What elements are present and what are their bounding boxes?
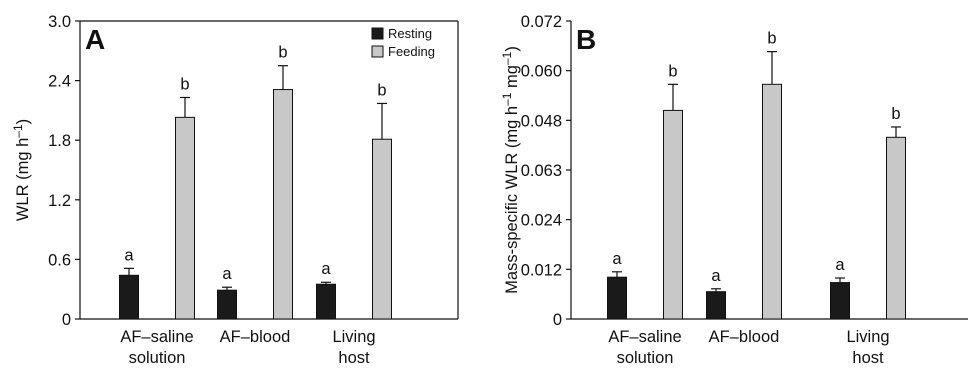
x-tick-label: AF–saline xyxy=(120,328,193,346)
bar-resting xyxy=(706,291,726,320)
significance-letter: a xyxy=(124,246,134,264)
legend-label: Feeding xyxy=(388,44,435,59)
legend-swatch-feeding xyxy=(371,45,384,58)
significance-letter: a xyxy=(835,256,845,274)
y-tick-label: 3.0 xyxy=(48,13,71,31)
bar-resting xyxy=(830,282,850,320)
significance-letter: b xyxy=(377,81,386,99)
x-tick-label: AF–saline xyxy=(608,328,681,346)
bar-feeding xyxy=(175,116,195,320)
x-tick-label: AF–blood xyxy=(709,328,780,346)
y-tick-label: 0.060 xyxy=(521,63,562,81)
y-tick-label: 0.048 xyxy=(521,112,562,130)
bar-feeding xyxy=(663,109,683,320)
y-tick-label: 1.2 xyxy=(48,192,71,210)
significance-letter: a xyxy=(711,267,721,285)
y-tick-label: 0.024 xyxy=(521,212,562,230)
bar-resting xyxy=(607,276,627,320)
y-tick-label: 0.012 xyxy=(521,261,562,279)
legend-label: Resting xyxy=(388,26,432,41)
significance-letter: a xyxy=(222,265,232,283)
panel-b: 0 0.012 0.024 0.063 0.048 0.060 0.072Mass-spec… xyxy=(500,13,968,367)
bar-resting xyxy=(217,289,237,320)
bar-resting xyxy=(316,283,336,320)
significance-letter: b xyxy=(180,75,189,93)
x-tick-label: Living xyxy=(332,328,375,346)
y-tick-label: 1.8 xyxy=(48,132,71,150)
x-tick-label: solution xyxy=(617,349,674,367)
bar-feeding xyxy=(886,136,906,320)
x-tick-label: host xyxy=(338,349,370,367)
y-tick-label: 0 xyxy=(62,311,71,329)
bar-resting xyxy=(119,274,139,320)
bar-feeding xyxy=(762,83,782,320)
x-tick-label: Living xyxy=(846,328,889,346)
significance-letter: a xyxy=(612,250,622,268)
x-tick-label: solution xyxy=(129,349,186,367)
y-tick-label: 2.4 xyxy=(48,73,71,91)
significance-letter: a xyxy=(321,260,331,278)
y-axis-label: WLR (mg h–1) xyxy=(11,119,32,221)
x-tick-label: AF–blood xyxy=(220,328,291,346)
significance-letter: b xyxy=(278,44,287,62)
bar-feeding xyxy=(372,138,392,320)
legend-swatch-resting xyxy=(371,27,384,40)
y-axis-label: Mass-specific WLR (mg h–1 mg–1) xyxy=(500,46,521,294)
y-tick-label: 0.6 xyxy=(48,251,71,269)
significance-letter: b xyxy=(767,30,776,48)
significance-letter: b xyxy=(668,62,677,80)
y-tick-label: 0.063 xyxy=(521,162,562,180)
panel-a: 0 0.6 1.2 1.8 2.4 3.0 WLR (mg h–1) Aa b AF–saline… xyxy=(11,13,459,367)
panel-label: B xyxy=(576,24,596,55)
panel-label: A xyxy=(85,24,105,55)
y-tick-label: 0.072 xyxy=(521,13,562,31)
y-tick-label: 0 xyxy=(553,311,562,329)
significance-letter: b xyxy=(891,105,900,123)
bar-feeding xyxy=(273,89,293,320)
x-tick-label: host xyxy=(852,349,884,367)
